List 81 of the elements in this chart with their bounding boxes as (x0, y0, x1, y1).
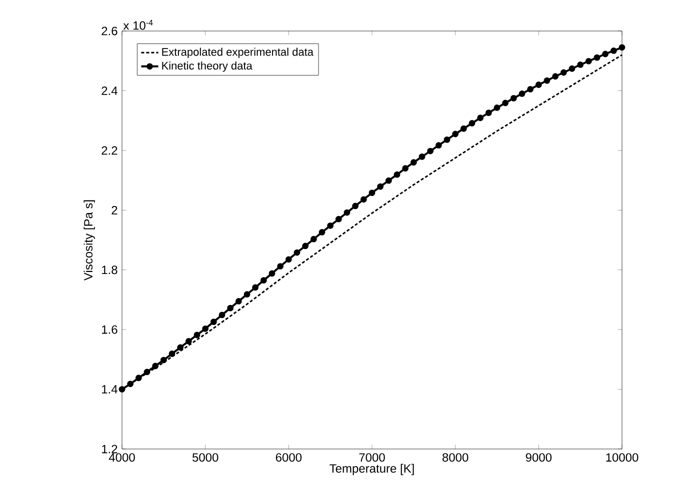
point (310, 236, 317, 242)
point (318, 229, 326, 236)
point (168, 350, 176, 357)
point (352, 202, 359, 210)
point (210, 318, 217, 326)
point (327, 222, 334, 229)
point (568, 65, 576, 72)
point (544, 77, 550, 84)
point (277, 263, 284, 270)
point (494, 104, 500, 111)
x-tick-label: 8000 (442, 453, 468, 462)
y-axis-title: Viscosity [Pa s] (84, 200, 95, 281)
point (335, 216, 342, 222)
point (602, 50, 609, 58)
point (444, 136, 450, 143)
y-tick-label: 1.8 (102, 266, 118, 274)
point (227, 304, 234, 312)
legend-label: Extrapolated experimental data (162, 48, 314, 58)
point (402, 165, 409, 172)
point (294, 249, 300, 256)
point (518, 90, 526, 97)
point (185, 338, 192, 344)
point (594, 54, 600, 61)
point (135, 374, 142, 382)
point (260, 277, 267, 284)
point (552, 73, 559, 80)
point (152, 362, 159, 370)
point (268, 270, 276, 277)
point (535, 82, 542, 88)
x-tick-label: 10000 (606, 453, 638, 462)
point (360, 196, 367, 203)
point (435, 142, 442, 149)
point (560, 69, 567, 76)
point (618, 44, 626, 51)
point (377, 183, 384, 190)
point (577, 62, 584, 68)
point (394, 171, 400, 178)
y-tick-label: 2.2 (102, 146, 118, 155)
point (452, 130, 459, 138)
point (460, 125, 467, 132)
point (194, 332, 200, 338)
y-tick-label: 1.6 (102, 325, 118, 334)
legend-label: Kinetic theory data (162, 62, 252, 72)
point (418, 154, 426, 160)
x-axis-title: Temperature [K] (330, 464, 414, 476)
point (368, 190, 376, 196)
point (527, 86, 534, 92)
point (302, 242, 309, 250)
point (218, 312, 226, 318)
point (510, 94, 517, 102)
x-tick-label: 5000 (192, 453, 218, 462)
point (410, 159, 417, 166)
text: x 10$^{-4}$ (123, 20, 153, 30)
point (585, 58, 592, 64)
point (202, 325, 209, 332)
point (144, 368, 150, 376)
point (485, 110, 492, 116)
point (127, 380, 134, 388)
point (118, 386, 126, 392)
point (244, 291, 250, 298)
point (285, 256, 292, 263)
x-tick-label: 7000 (359, 453, 385, 462)
point (252, 284, 259, 291)
point (427, 148, 434, 154)
x-tick-label: 9000 (526, 453, 552, 462)
point (344, 209, 350, 216)
point (177, 344, 184, 351)
point (385, 177, 392, 184)
point (160, 356, 167, 364)
x-tick-label: 6000 (276, 453, 302, 462)
y-tick-label: 2.6 (102, 26, 118, 36)
y-tick-label: 2 (112, 206, 118, 214)
y-tick-label: 1.4 (102, 385, 118, 394)
y-tick-label: 2.4 (102, 86, 118, 95)
point (502, 100, 509, 106)
point (477, 114, 484, 122)
point (610, 48, 617, 54)
point (235, 298, 242, 304)
point (468, 120, 476, 126)
x-tick-label: 4000 (108, 453, 135, 462)
y-tick-label: 1.2 (102, 444, 118, 454)
